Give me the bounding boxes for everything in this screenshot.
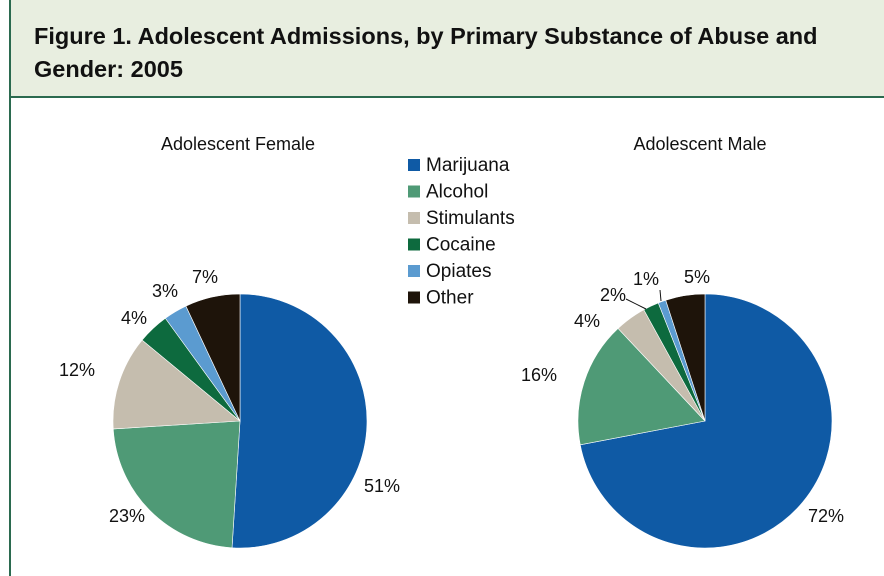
female-pie: 51% 23% 12% 4%3% 7% xyxy=(59,267,400,549)
male-chart-title: Adolescent Male xyxy=(633,134,766,154)
female-label-other: 7% xyxy=(192,267,218,287)
female-slice-other xyxy=(185,293,241,422)
legend-label-other: Other xyxy=(426,288,474,309)
female-label-cocaine: 4% xyxy=(121,308,147,328)
male-slice-other xyxy=(665,293,706,422)
female-slice-alcohol xyxy=(112,420,241,549)
legend-label-alcohol: Alcohol xyxy=(426,182,488,203)
male-label-marijuana: 72% xyxy=(808,506,844,526)
legend: Marijuana Alcohol Stimulants Cocaine Opiates… xyxy=(408,155,515,309)
legend-swatch-alcohol xyxy=(408,185,420,198)
male-label-other: 5% xyxy=(684,267,710,287)
male-leader-cocaine xyxy=(625,298,647,310)
male-label-alcohol: 16% xyxy=(521,365,557,385)
female-chart-title: Adolescent Female xyxy=(161,134,315,154)
left-border-rule xyxy=(9,98,11,576)
legend-label-cocaine: Cocaine xyxy=(426,235,496,256)
male-label-opiates: 1% xyxy=(633,269,659,289)
legend-label-stimulants: Stimulants xyxy=(426,208,515,229)
legend-swatch-opiates xyxy=(408,265,420,277)
male-slice-alcohol xyxy=(577,327,706,446)
figure-title: Figure 1. Adolescent Admissions, by Prim… xyxy=(34,23,818,82)
female-label-marijuana: 51% xyxy=(364,476,400,496)
male-label-cocaine: 2% xyxy=(600,285,626,305)
female-slice-marijuana xyxy=(231,293,368,549)
legend-label-marijuana: Marijuana xyxy=(426,155,510,176)
legend-swatch-marijuana xyxy=(408,159,420,171)
legend-swatch-other xyxy=(408,291,420,304)
male-label-stimulants: 4% xyxy=(574,311,600,331)
female-slice-stimulants xyxy=(112,339,241,430)
figure-header xyxy=(9,0,884,98)
male-leader-opiates xyxy=(659,289,662,302)
female-label-stimulants: 12% xyxy=(59,360,95,380)
legend-swatch-cocaine xyxy=(408,238,420,251)
female-label-opiates: 3% xyxy=(152,281,178,301)
legend-label-opiates: Opiates xyxy=(426,261,491,282)
male-slice-marijuana xyxy=(579,293,833,549)
male-pie: 72% 16% 4%2% 1% 5% xyxy=(521,267,844,549)
female-label-alcohol: 23% xyxy=(109,506,145,526)
legend-swatch-stimulants xyxy=(408,212,420,224)
